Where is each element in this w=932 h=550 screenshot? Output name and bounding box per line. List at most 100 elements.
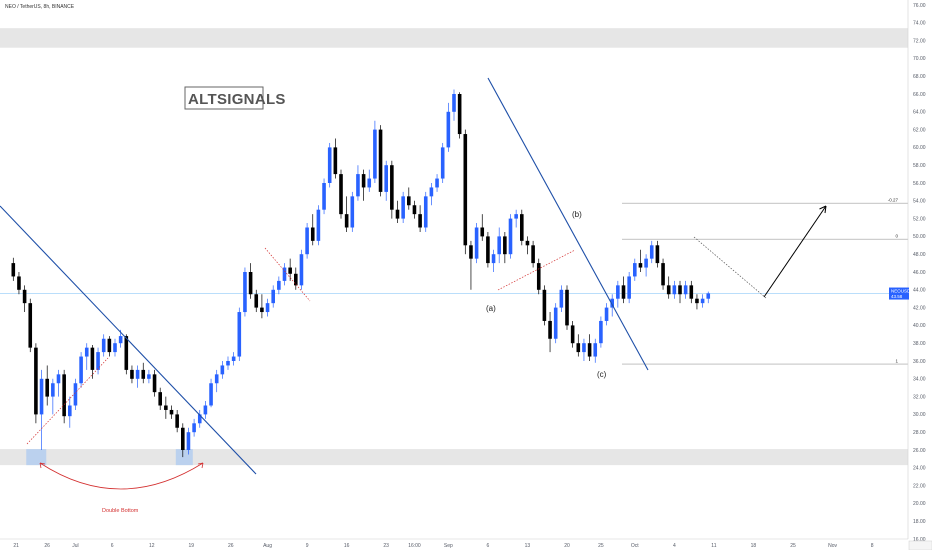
last-price-symbol: NEOUSDT [891, 289, 913, 294]
candle-body [147, 374, 151, 379]
candle-body [553, 307, 558, 339]
candle [649, 240, 654, 264]
candle [56, 369, 61, 397]
candle [452, 89, 456, 121]
candle-body [90, 347, 95, 370]
candle-body [135, 369, 140, 379]
dotted-line-wave-a [497, 249, 576, 291]
price-tick-label: 54.00 [913, 199, 926, 205]
price-tick-label: 50.00 [913, 234, 926, 240]
candle-body [548, 320, 552, 339]
candle [548, 312, 552, 353]
candle-body [429, 187, 434, 197]
candle [407, 187, 411, 210]
price-axis[interactable]: 16.00 18.00 20.00 22.00 24.00 26.00 28.00 30.00… [907, 0, 926, 543]
time-tick-label: 8 [871, 543, 874, 549]
fib-label-1: 0 [895, 234, 898, 239]
candle [627, 272, 631, 304]
candle [220, 361, 225, 379]
last-price-tag: NEOUSDT 43.58 [889, 287, 913, 300]
support-resistance-zones [0, 28, 908, 466]
candle [695, 294, 699, 310]
candle-body [11, 263, 16, 277]
candle [599, 316, 603, 348]
candle [186, 427, 191, 455]
time-axis[interactable]: 21 26 Jul 6 12 19 26 Aug 9 16 23 16:00 Sep 6 13 20 25 Oct… [0, 538, 932, 550]
candle-body [322, 183, 326, 210]
candle-body [68, 405, 72, 417]
time-tick-label: Sep [444, 543, 453, 549]
price-tick-label: 44.00 [913, 288, 926, 294]
candle [192, 418, 196, 437]
candle-body [316, 209, 321, 241]
price-tick-label: 60.00 [913, 145, 926, 151]
candle-body [310, 227, 315, 241]
candle [616, 280, 620, 308]
candle [497, 227, 501, 264]
candle-body [130, 369, 134, 379]
candle [327, 142, 332, 188]
candle-body [508, 218, 513, 255]
time-tick-label: 4 [673, 543, 676, 549]
time-tick-label: 20 [564, 543, 570, 549]
price-tick-label: 34.00 [913, 377, 926, 383]
double-bottom-label: Double Bottom [102, 508, 139, 514]
candle-body [616, 285, 620, 299]
candle [231, 352, 236, 366]
candle [294, 267, 298, 290]
candle [440, 142, 445, 183]
time-tick-label: Oct [631, 543, 639, 549]
candle-body [175, 414, 179, 428]
candle-body [706, 293, 711, 299]
candle-body [480, 227, 485, 237]
candle [655, 240, 660, 268]
candle-body [412, 205, 417, 215]
candle [531, 240, 535, 268]
candle [508, 214, 513, 259]
candle-body [327, 147, 332, 183]
candle [90, 344, 95, 379]
candle-body [350, 196, 355, 228]
price-tick-label: 42.00 [913, 305, 926, 311]
candle [237, 307, 242, 361]
candle [666, 276, 671, 299]
candle-body [333, 147, 338, 175]
altsignals-logo: ALTSIGNALS [184, 86, 285, 110]
double-bottom-curve-arrowhead-right [197, 462, 204, 469]
candle-body [570, 325, 575, 344]
candle [316, 205, 321, 246]
candle [45, 365, 49, 406]
highlight-bottom-2 [175, 449, 193, 466]
price-tick-label: 20.00 [913, 501, 926, 507]
candle-body [22, 289, 27, 304]
candle-body [164, 405, 168, 410]
candle-body [503, 236, 507, 255]
candle [536, 258, 541, 295]
candle [384, 160, 388, 201]
candle [169, 405, 174, 419]
candle [373, 120, 377, 183]
price-tick-label: 48.00 [913, 252, 926, 258]
candle-body [344, 214, 349, 228]
candle-body [209, 383, 213, 406]
candle [62, 369, 66, 424]
candle [423, 191, 428, 232]
candle-body [446, 111, 451, 148]
candle-body [203, 405, 208, 415]
candle [141, 362, 146, 384]
candle [277, 276, 281, 295]
candle-body [84, 347, 89, 357]
time-tick-label: 9 [306, 543, 309, 549]
price-tick-label: 30.00 [913, 412, 926, 418]
candle-body [17, 276, 21, 290]
candle [463, 129, 468, 255]
candle-body [243, 272, 247, 313]
candle [621, 276, 626, 304]
candle [22, 285, 27, 313]
price-tick-label: 24.00 [913, 466, 926, 472]
candle [96, 347, 100, 375]
candle [333, 138, 338, 179]
candle-body [531, 245, 535, 264]
candle-body [474, 227, 479, 259]
